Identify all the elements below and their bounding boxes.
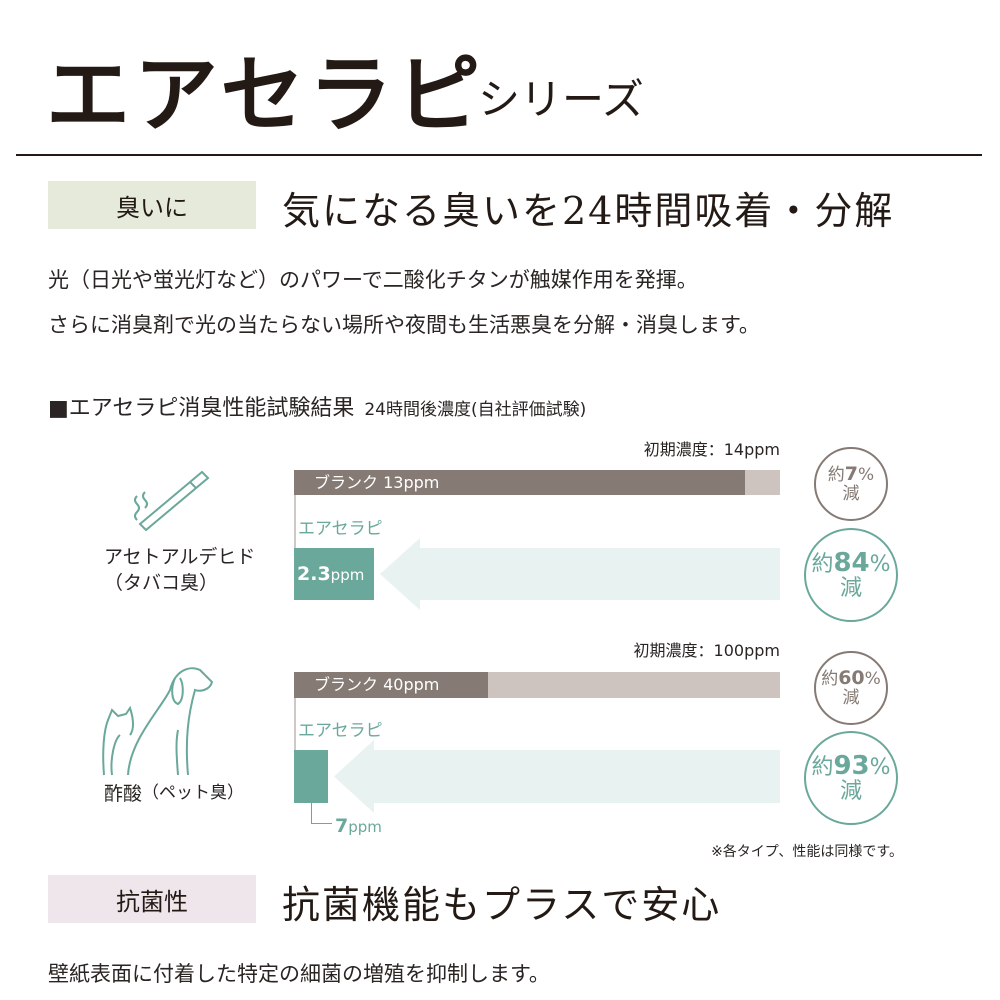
blank-bar: ブランク 40ppm [294,672,489,698]
airtherapy-label: エアセラピ [298,721,383,741]
test-title: ■エアセラピ消臭性能試験結果 [48,396,355,421]
section-label-odor: 臭いに [48,181,256,229]
reduction-arrow [379,538,780,610]
reduction-badge: 約7% 減 [814,447,888,521]
reduction-badge: 約60% 減 [814,651,888,725]
axis-line [294,495,296,600]
airtherapy-bar: 2.3ppm [294,548,374,600]
airtherapy-value: 2.3 [297,563,331,585]
blank-bar: ブランク 13ppm [294,470,746,495]
section-heading-odor: 気になる臭いを24時間吸着・分解 [282,189,895,233]
reduction-badge: 約93% 減 [804,731,898,825]
airtherapy-label: エアセラピ [298,519,383,539]
note: ※各タイプ、性能は同様です。 [711,844,903,860]
page-title: エアセラピ [46,45,485,144]
leader-line [311,803,332,824]
initial-concentration-label: 初期濃度：100ppm [633,641,780,660]
category-name: アセトアルデヒド [104,546,256,568]
category-label: アセトアルデヒド （タバコ臭） [104,545,255,596]
category-label: 酢酸 （ペット臭） [104,782,244,808]
divider [16,154,982,156]
paragraph-line: 壁紙表面に付着した特定の細菌の増殖を抑制します。 [48,962,550,986]
category-note: （ペット臭） [142,783,245,803]
category-name: 酢酸 [104,783,143,805]
category-note: （タバコ臭） [104,571,219,594]
page-subtitle: シリーズ [478,75,644,124]
unit: ppm [330,566,365,584]
airtherapy-value-label: 7ppm [335,815,382,837]
reduction-badge: 約84% 減 [804,528,898,622]
airtherapy-bar [294,750,329,803]
reduction-arrow [334,740,780,813]
section-label-antibacterial: 抗菌性 [48,875,256,923]
cigarette-icon [134,470,210,532]
paragraph-line: 光（日光や蛍光灯など）のパワーで二酸化チタンが触媒作用を発揮。 [48,268,698,292]
dog-cat-icon [102,667,214,776]
section-heading-antibacterial: 抗菌機能もプラスで安心 [282,883,722,927]
test-subtitle: 24時間後濃度(自社評価試験) [364,400,587,420]
paragraph-line: さらに消臭剤で光の当たらない場所や夜間も生活悪臭を分解・消臭します。 [48,313,760,337]
initial-concentration-label: 初期濃度：14ppm [643,440,780,459]
test-heading: ■エアセラピ消臭性能試験結果 24時間後濃度(自社評価試験) [48,390,586,422]
